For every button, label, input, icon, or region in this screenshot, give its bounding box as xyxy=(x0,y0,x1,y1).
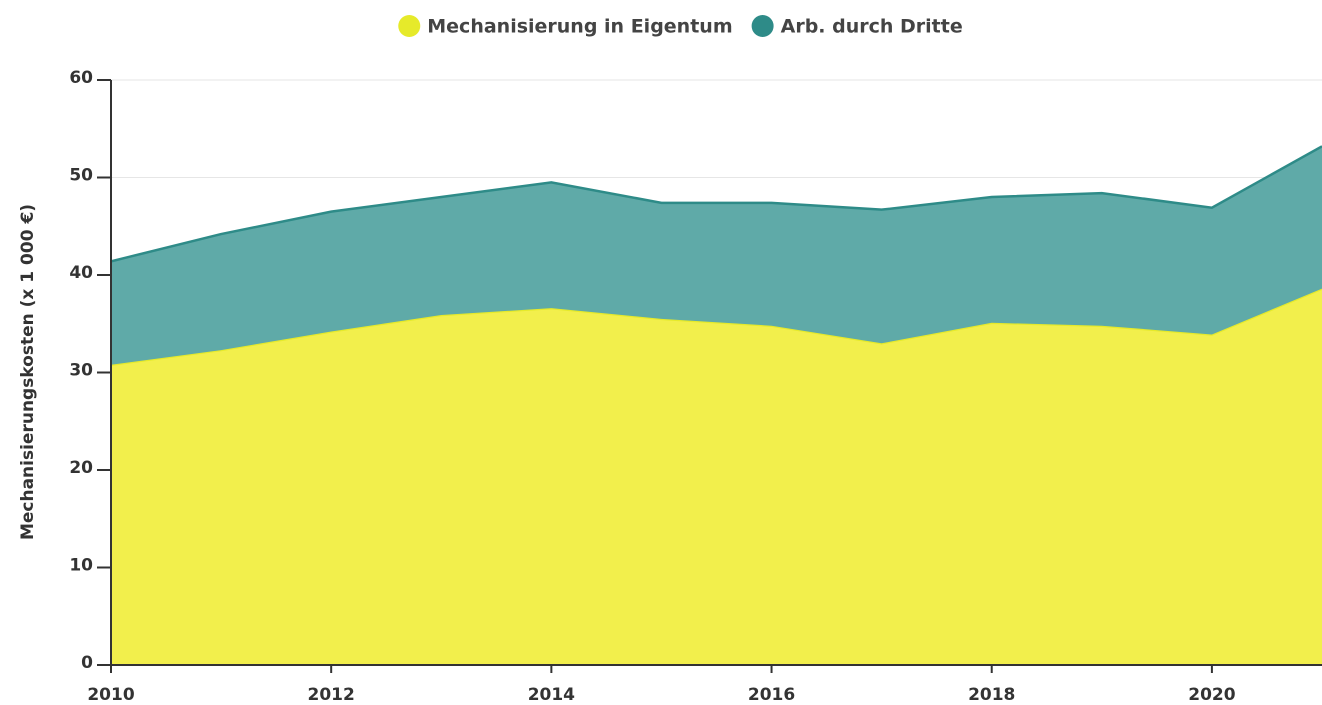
y-tick-label: 10 xyxy=(69,556,93,576)
y-tick-label: 40 xyxy=(69,263,93,283)
legend-text: Arb. durch Dritte xyxy=(781,16,963,38)
x-tick-label: 2018 xyxy=(968,685,1015,705)
legend-marker xyxy=(398,15,421,37)
area-line xyxy=(110,145,1322,263)
legend: Mechanisierung in Eigentum Arb. durch Dri… xyxy=(398,15,963,38)
y-tick-label: 30 xyxy=(69,361,93,381)
x-tick-label: 2012 xyxy=(308,685,355,705)
y-tick-label: 0 xyxy=(81,653,93,673)
y-tick-label: 60 xyxy=(69,68,93,88)
legend-marker xyxy=(751,15,774,37)
x-tick-label: 2016 xyxy=(748,685,795,705)
area xyxy=(111,288,1322,665)
y-axis-label: Mechanisierungskosten (x 1 000 €) xyxy=(18,204,38,540)
x-tick-label: 2014 xyxy=(528,685,575,705)
y-tick-label: 20 xyxy=(69,458,93,478)
x-tick-label: 2010 xyxy=(87,685,134,705)
areas xyxy=(110,145,1322,665)
axes: 0 10 20 30 40 50 60 2010 2012 2014 2016 2018 2020 xyxy=(69,68,1322,705)
y-tick-label: 50 xyxy=(69,166,93,186)
legend-text: Mechanisierung in Eigentum xyxy=(427,16,732,38)
x-tick-label: 2020 xyxy=(1188,685,1235,705)
